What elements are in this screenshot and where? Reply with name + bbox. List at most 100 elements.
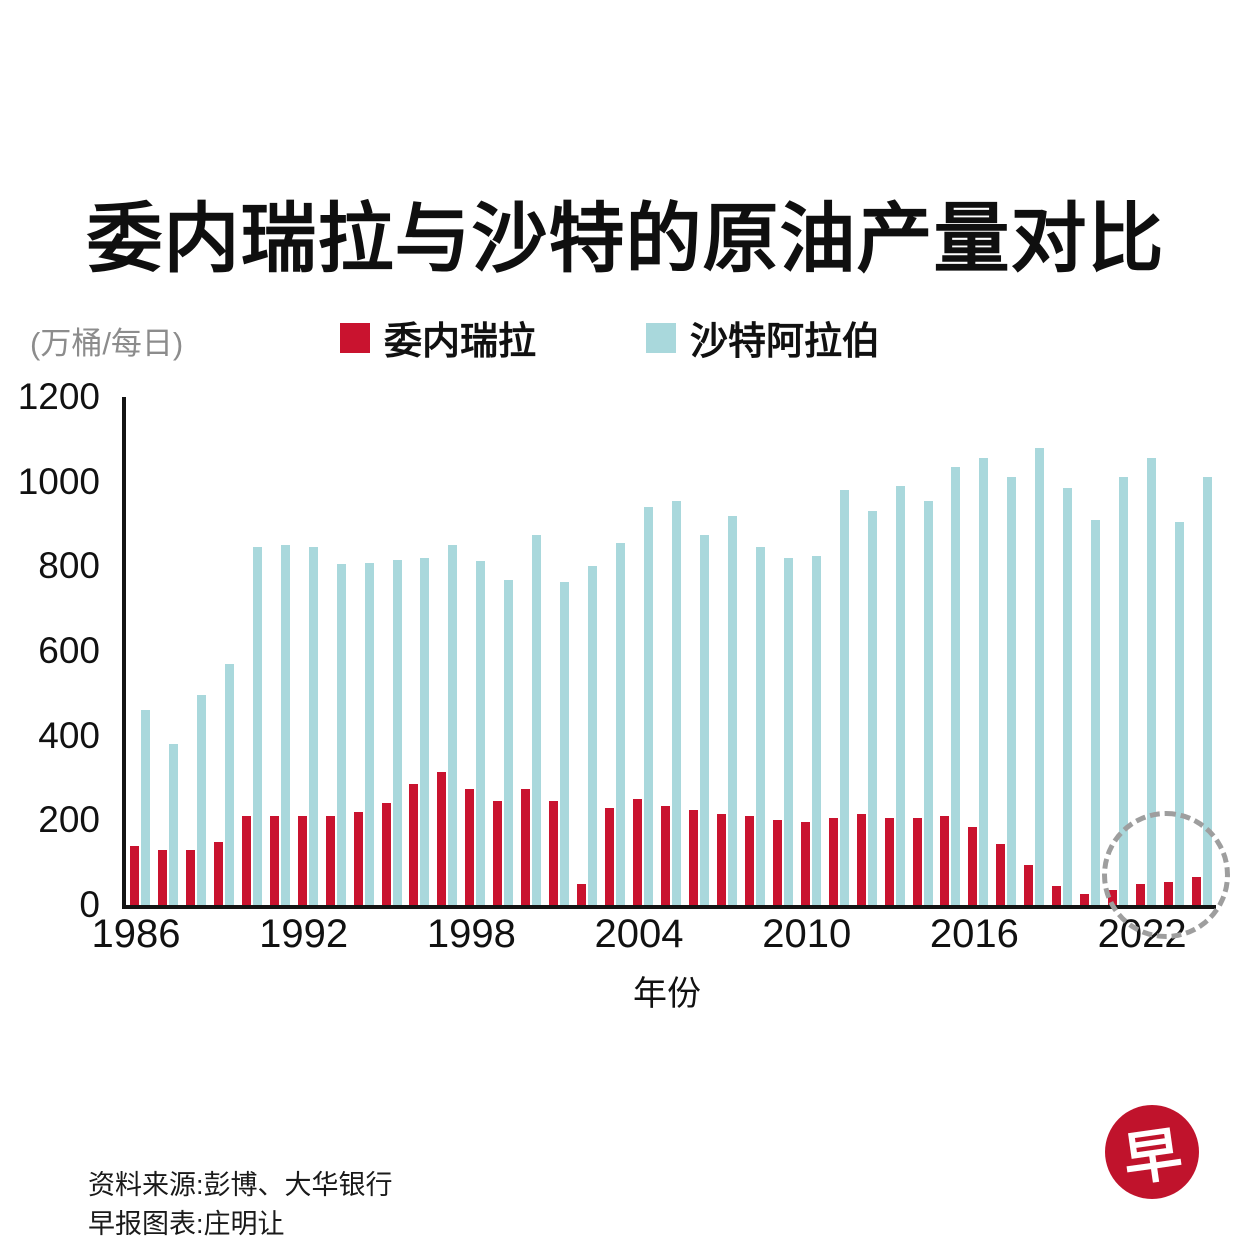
venezuela-bar-1995 [381,803,391,905]
saudi-bar-2021 [1119,477,1129,905]
y-axis-tick-1200: 1200 [17,376,100,417]
bar-pair-1989 [210,663,238,905]
bar-pair-2009 [769,557,797,905]
venezuela-bar-2018 [1024,864,1034,905]
bar-pair-2013 [881,485,909,905]
venezuela-bar-1994 [353,811,363,905]
saudi-bar-1993 [336,564,346,905]
highlight-circle [1102,811,1230,939]
bar-pair-1999 [489,579,517,905]
venezuela-bar-2002 [577,883,587,905]
venezuela-bar-1993 [325,816,335,905]
saudi-bar-1997 [448,545,458,905]
venezuela-bar-2003 [605,807,615,905]
venezuela-bar-2005 [660,805,670,905]
bar-pair-2012 [853,511,881,905]
legend-item-venezuela: 委内瑞拉 [340,310,536,365]
venezuela-bar-2019 [1052,885,1062,905]
bar-pair-2015 [937,466,965,905]
saudi-bar-1994 [364,562,374,905]
saudi-bar-2004 [644,507,654,905]
venezuela-bar-1992 [297,816,307,905]
venezuela-bar-2009 [772,820,782,905]
venezuela-bar-2017 [996,843,1006,905]
saudi-bar-1987 [168,744,178,905]
venezuela-bar-2008 [744,816,754,905]
bar-pair-1998 [461,561,489,905]
bar-pair-1996 [405,557,433,905]
saudi-bar-1986 [140,710,150,905]
venezuela-bar-1990 [241,816,251,905]
venezuela-bar-1988 [185,849,195,905]
bar-pair-1988 [182,695,210,905]
saudi-bar-1990 [252,547,262,905]
bar-pair-2004 [629,507,657,905]
legend-label-saudi: 沙特阿拉伯 [690,321,881,363]
venezuela-bar-2010 [800,822,810,905]
bar-pair-1997 [433,545,461,905]
venezuela-bar-2011 [828,818,838,905]
saudi-bar-2012 [867,511,877,905]
bar-pair-1995 [378,559,406,905]
saudi-bar-1989 [224,663,234,905]
saudi-bar-2017 [1007,477,1017,905]
venezuela-bar-1991 [269,816,279,905]
venezuela-bar-1989 [213,841,223,905]
bar-pair-1992 [294,547,322,905]
venezuela-bar-2000 [521,788,531,905]
legend-swatch-venezuela [340,322,370,353]
venezuela-bar-2016 [968,826,978,905]
bar-pair-2010 [797,555,825,905]
bar-pair-2006 [685,534,713,905]
bar-chart-plot-area [122,397,1230,939]
footer: 资料来源:彭博、大华银行 早报图表:庄明让 [88,1166,393,1244]
saudi-bar-2009 [783,557,793,905]
y-unit-label: (万桶/每日) [30,326,184,361]
bar-pair-2014 [909,500,937,905]
x-axis-tick-2016: 2016 [929,912,1019,956]
saudi-bar-1999 [504,579,514,905]
venezuela-bar-1999 [493,801,503,905]
saudi-bar-1998 [476,561,486,905]
x-axis-tick-1998: 1998 [426,912,516,956]
y-axis-tick-800: 800 [38,545,100,587]
saudi-bar-2018 [1035,447,1045,905]
venezuela-bar-1998 [465,788,475,905]
x-axis-tick-2010: 2010 [762,912,852,956]
venezuela-bar-2020 [1080,894,1090,905]
saudi-bar-2016 [979,458,989,905]
saudi-bar-2024 [1203,477,1213,905]
saudi-bar-2003 [616,543,626,905]
venezuela-bar-1997 [437,771,447,905]
venezuela-bar-2013 [884,818,894,905]
saudi-bar-2019 [1063,488,1073,905]
saudi-bar-2001 [560,582,570,905]
venezuela-bar-2004 [633,799,643,905]
y-axis-tick-0: 0 [79,884,100,925]
bar-pair-1990 [238,547,266,905]
y-axis-tick-200: 200 [38,799,100,841]
bar-pair-2001 [545,582,573,905]
bar-pair-2000 [517,534,545,905]
saudi-bar-1988 [196,695,206,905]
y-axis-tick-1000: 1000 [17,460,100,502]
bar-pair-1994 [350,562,378,905]
saudi-bar-1991 [280,545,290,905]
bar-pair-1987 [154,744,182,905]
legend-item-saudi: 沙特阿拉伯 [646,310,880,365]
y-axis-tick-600: 600 [38,630,100,671]
venezuela-bar-1996 [409,784,419,905]
saudi-bar-2014 [923,500,933,905]
bar-pair-2008 [741,547,769,905]
saudi-bar-2013 [895,485,905,905]
bar-pair-2016 [964,458,992,905]
bar-pair-2020 [1076,519,1104,905]
y-axis: 0 200 400 600 800 1000 1200 [0,376,112,925]
bar-pair-1986 [126,710,154,905]
saudi-bar-2011 [839,490,849,905]
bar-pair-2019 [1048,488,1076,905]
x-axis-tick-1986: 1986 [91,912,181,956]
bar-pair-2005 [657,500,685,905]
bar-pair-2017 [992,477,1020,905]
